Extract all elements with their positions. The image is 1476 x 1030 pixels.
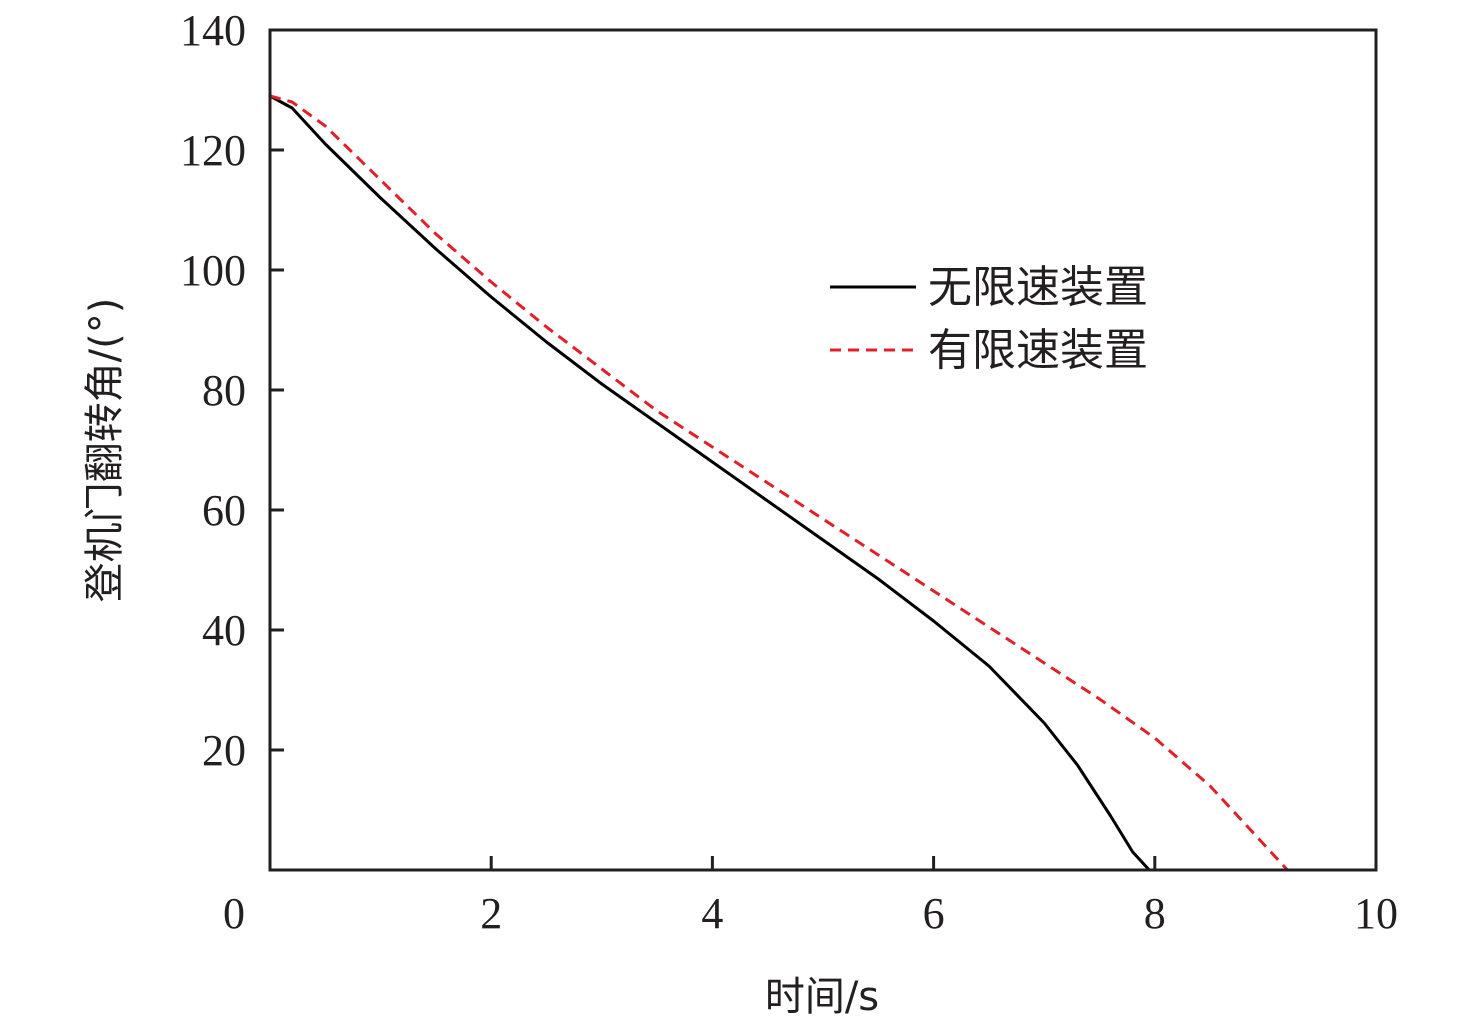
y-tick-label: 120 <box>180 126 246 175</box>
x-tick-label: 6 <box>923 889 945 938</box>
x-tick-label: 10 <box>1354 889 1398 938</box>
x-tick-label: 2 <box>480 889 502 938</box>
y-tick-label: 40 <box>202 606 246 655</box>
y-tick-label: 60 <box>202 486 246 535</box>
y-tick-label: 140 <box>180 6 246 55</box>
legend: 无限速装置 有限速装置 <box>830 262 1148 376</box>
series-layer <box>269 94 1289 872</box>
legend-label-no-limiter: 无限速装置 <box>928 262 1148 313</box>
x-tick-label: 4 <box>701 889 723 938</box>
y-tick-label: 20 <box>202 726 246 775</box>
legend-label-with-limiter: 有限速装置 <box>928 325 1148 376</box>
x-tick-label: 0 <box>223 889 245 938</box>
series-line-no-limiter <box>269 94 1151 872</box>
ticks-layer <box>270 148 1157 870</box>
y-tick-label: 80 <box>202 366 246 415</box>
plot-frame <box>268 28 1378 872</box>
y-tick-label: 100 <box>180 246 246 295</box>
series-line-with-limiter <box>269 94 1289 872</box>
x-tick-label: 8 <box>1144 889 1166 938</box>
tick-labels-layer: 0 2 4 6 8 10 20 40 60 80 100 120 140 <box>180 6 1398 938</box>
y-axis-title: 登机门翻转角/(°) <box>82 298 128 603</box>
x-axis-title: 时间/s <box>765 974 879 1020</box>
